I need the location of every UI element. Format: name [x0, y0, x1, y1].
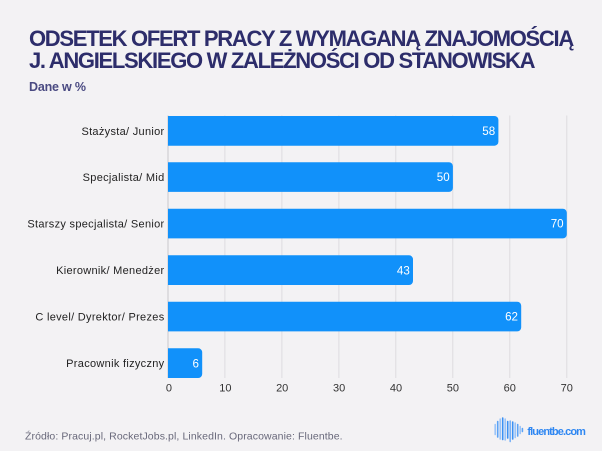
svg-text:60: 60: [504, 383, 516, 395]
svg-text:70: 70: [551, 218, 564, 231]
svg-text:Źródło: Pracuj.pl, RocketJobs.: Źródło: Pracuj.pl, RocketJobs.pl, Linked…: [25, 430, 343, 443]
svg-text:Specjalista/ Mid: Specjalista/ Mid: [83, 172, 165, 184]
svg-text:Kierownik/ Menedżer: Kierownik/ Menedżer: [56, 265, 164, 277]
svg-text:6: 6: [193, 357, 199, 370]
svg-text:C level/ Dyrektor/ Prezes: C level/ Dyrektor/ Prezes: [35, 311, 164, 323]
svg-text:58: 58: [482, 125, 495, 138]
svg-text:30: 30: [333, 383, 345, 395]
svg-text:70: 70: [561, 383, 573, 395]
svg-text:Starszy specjalista/ Senior: Starszy specjalista/ Senior: [27, 218, 164, 230]
svg-text:fluentbe.com: fluentbe.com: [527, 426, 586, 438]
svg-text:0: 0: [166, 383, 172, 395]
svg-text:40: 40: [390, 383, 402, 395]
svg-text:Pracownik fizyczny: Pracownik fizyczny: [66, 358, 165, 370]
svg-text:50: 50: [447, 383, 459, 395]
svg-text:43: 43: [397, 264, 410, 277]
svg-text:50: 50: [437, 171, 450, 184]
svg-text:10: 10: [219, 383, 231, 395]
svg-text:20: 20: [276, 383, 288, 395]
svg-text:Stażysta/ Junior: Stażysta/ Junior: [81, 126, 164, 138]
svg-text:62: 62: [505, 311, 518, 324]
